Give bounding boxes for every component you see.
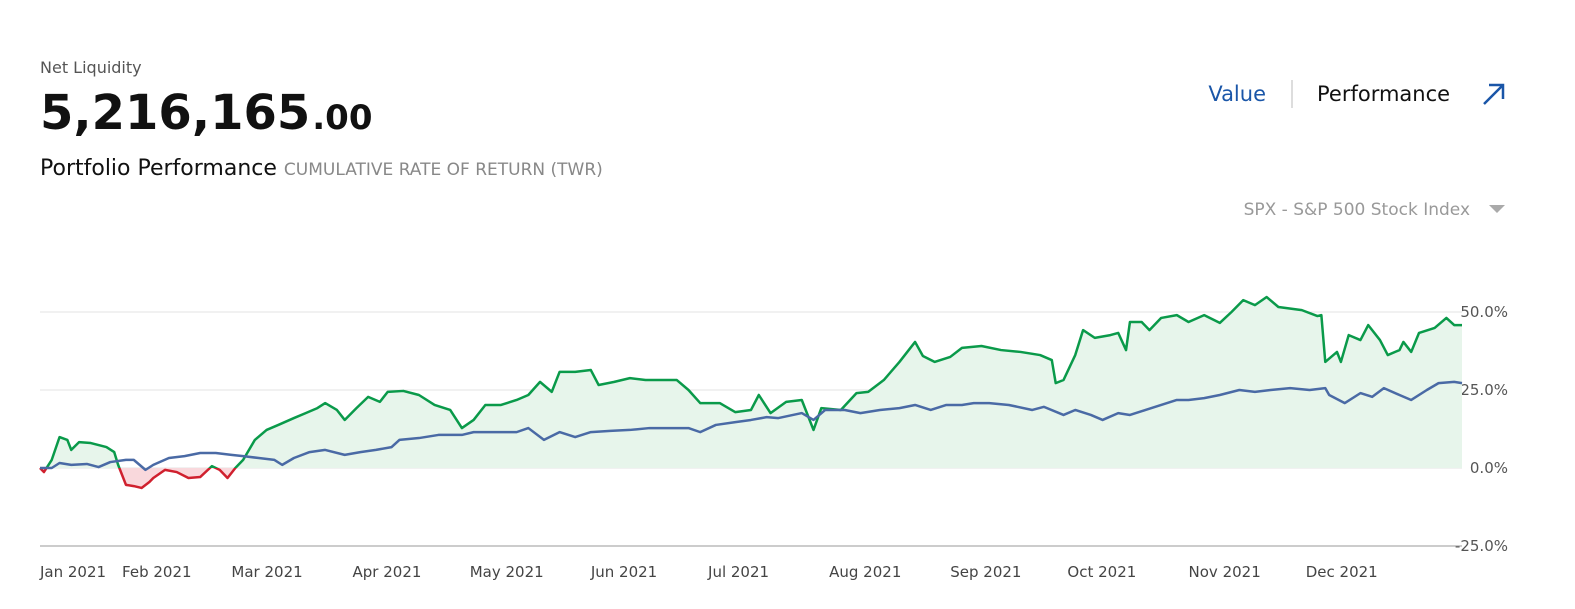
x-tick-label: May 2021 <box>470 563 544 581</box>
tab-value[interactable]: Value <box>1208 82 1266 106</box>
x-tick-label: Aug 2021 <box>829 563 901 581</box>
dropdown-caret[interactable] <box>1489 205 1505 213</box>
net-liquidity-label: Net Liquidity <box>40 58 142 77</box>
tab-performance[interactable]: Performance <box>1317 82 1450 106</box>
x-tick-label: Jan 2021 <box>39 563 106 581</box>
y-tick-label: -25.0% <box>1455 537 1508 555</box>
x-tick-label: Oct 2021 <box>1067 563 1136 581</box>
section-title: Portfolio Performance <box>40 156 277 181</box>
area-fill <box>40 297 1462 488</box>
series-line <box>40 380 1463 472</box>
x-tick-label: Apr 2021 <box>353 563 422 581</box>
x-tick-label: Feb 2021 <box>122 563 191 581</box>
benchmark-dropdown[interactable]: SPX - S&P 500 Stock Index <box>1244 200 1470 220</box>
y-tick-label: 50.0% <box>1460 303 1508 321</box>
expand-icon[interactable] <box>1483 83 1505 105</box>
x-tick-label: Dec 2021 <box>1306 563 1378 581</box>
x-tick-label: Nov 2021 <box>1189 563 1261 581</box>
y-tick-label: 0.0% <box>1470 459 1508 477</box>
net-liquidity-amount: 5,216,165 <box>40 85 310 141</box>
x-tick-label: Sep 2021 <box>950 563 1021 581</box>
series-line <box>39 295 1462 490</box>
section-subtitle: CUMULATIVE RATE OF RETURN (TWR) <box>284 160 603 180</box>
net-liquidity-decimals: .00 <box>312 98 372 138</box>
x-tick-label: Jun 2021 <box>590 563 657 581</box>
x-tick-label: Mar 2021 <box>231 563 302 581</box>
plot: -25.0% 0.0% 25.0% 50.0% Jan 2021 Feb 2021 Mar … <box>39 295 1508 581</box>
y-tick-label: 25.0% <box>1460 381 1508 399</box>
x-tick-label: Jul 2021 <box>707 563 769 581</box>
